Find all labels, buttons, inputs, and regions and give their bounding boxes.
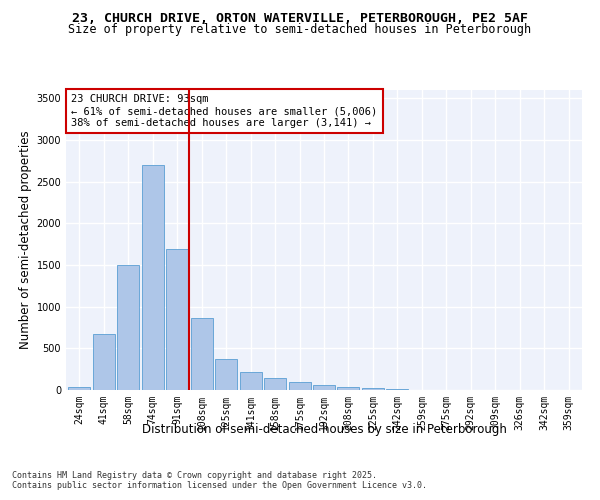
- Text: Distribution of semi-detached houses by size in Peterborough: Distribution of semi-detached houses by …: [142, 422, 506, 436]
- Bar: [239, 372, 262, 390]
- Bar: [166, 249, 188, 390]
- Bar: [337, 387, 359, 390]
- Text: 23, CHURCH DRIVE, ORTON WATERVILLE, PETERBOROUGH, PE2 5AF: 23, CHURCH DRIVE, ORTON WATERVILLE, PETE…: [72, 12, 528, 26]
- Text: 23 CHURCH DRIVE: 93sqm
← 61% of semi-detached houses are smaller (5,006)
38% of : 23 CHURCH DRIVE: 93sqm ← 61% of semi-det…: [71, 94, 377, 128]
- Bar: [215, 359, 237, 390]
- Bar: [386, 389, 409, 390]
- Bar: [191, 318, 213, 390]
- Bar: [264, 378, 286, 390]
- Text: Contains HM Land Registry data © Crown copyright and database right 2025.
Contai: Contains HM Land Registry data © Crown c…: [12, 470, 427, 490]
- Bar: [289, 382, 311, 390]
- Bar: [93, 334, 115, 390]
- Bar: [142, 165, 164, 390]
- Bar: [118, 265, 139, 390]
- Bar: [362, 388, 384, 390]
- Text: Size of property relative to semi-detached houses in Peterborough: Size of property relative to semi-detach…: [68, 22, 532, 36]
- Bar: [68, 386, 91, 390]
- Bar: [313, 386, 335, 390]
- Y-axis label: Number of semi-detached properties: Number of semi-detached properties: [19, 130, 32, 350]
